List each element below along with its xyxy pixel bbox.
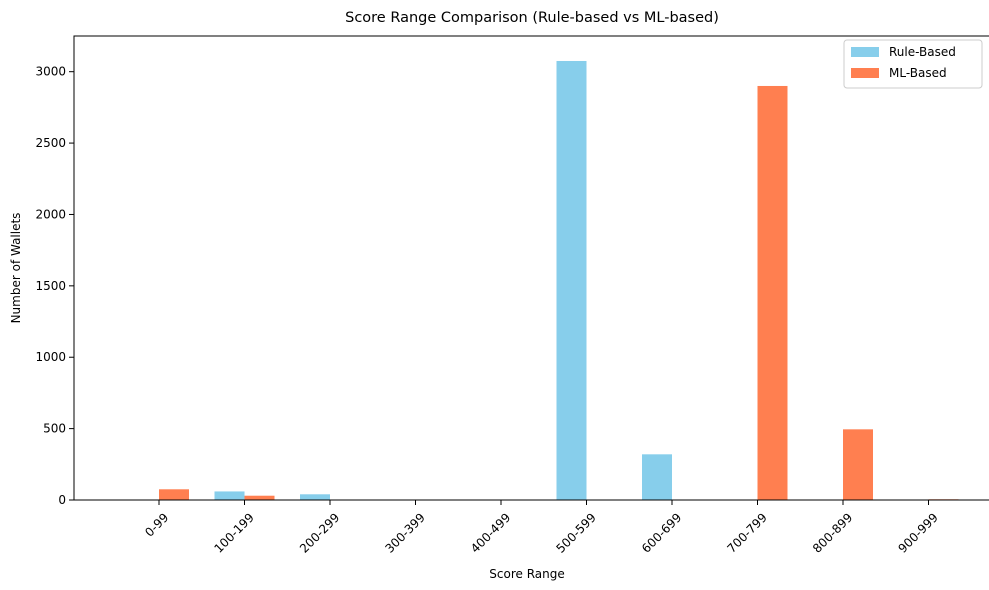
legend-label: ML-Based xyxy=(889,66,947,80)
bar-ml-based-100-199 xyxy=(244,495,275,500)
y-tick-label: 3000 xyxy=(35,65,66,79)
x-tick-label: 300-399 xyxy=(382,510,427,555)
y-tick-label: 1500 xyxy=(35,279,66,293)
legend-label: Rule-Based xyxy=(889,45,956,59)
x-tick-label: 700-799 xyxy=(724,510,769,555)
y-tick-label: 2500 xyxy=(35,136,66,150)
y-tick-label: 0 xyxy=(58,493,66,507)
y-axis: 0 500 1000 1500 2000 2500 3000 xyxy=(35,65,74,507)
chart-title: Score Range Comparison (Rule-based vs ML… xyxy=(345,10,719,26)
bar-ml-based-0-99 xyxy=(159,489,189,500)
y-tick-label: 500 xyxy=(43,422,66,436)
x-tick-label: 900-999 xyxy=(895,510,940,555)
y-axis-label: Number of Wallets xyxy=(9,213,23,324)
bar-rule-based-100-199 xyxy=(214,491,245,500)
y-tick-label: 1000 xyxy=(35,350,66,364)
bar-ml-based-700-799 xyxy=(757,85,788,500)
x-tick-label: 500-599 xyxy=(553,510,598,555)
x-axis: 0-99 100-199 200-299 300-399 400-499 500-599 6… xyxy=(142,500,941,556)
x-tick-label: 600-699 xyxy=(639,510,684,555)
x-tick-label: 0-99 xyxy=(142,510,171,539)
bar-ml-based-800-899 xyxy=(843,429,873,500)
bar-rule-based-600-699 xyxy=(642,454,672,500)
bars xyxy=(159,60,959,500)
x-tick-label: 800-899 xyxy=(810,510,855,555)
legend-swatch xyxy=(851,47,879,57)
x-axis-label: Score Range xyxy=(489,567,564,581)
legend-swatch xyxy=(851,68,879,78)
x-tick-label: 100-199 xyxy=(211,510,256,555)
y-tick-label: 2000 xyxy=(35,207,66,221)
x-tick-label: 200-299 xyxy=(297,510,342,555)
bar-rule-based-200-299 xyxy=(300,494,330,500)
bar-rule-based-500-599 xyxy=(556,60,587,500)
plot-area-frame xyxy=(73,35,989,501)
x-tick-label: 400-499 xyxy=(468,510,513,555)
legend: Rule-Based ML-Based xyxy=(843,39,983,89)
